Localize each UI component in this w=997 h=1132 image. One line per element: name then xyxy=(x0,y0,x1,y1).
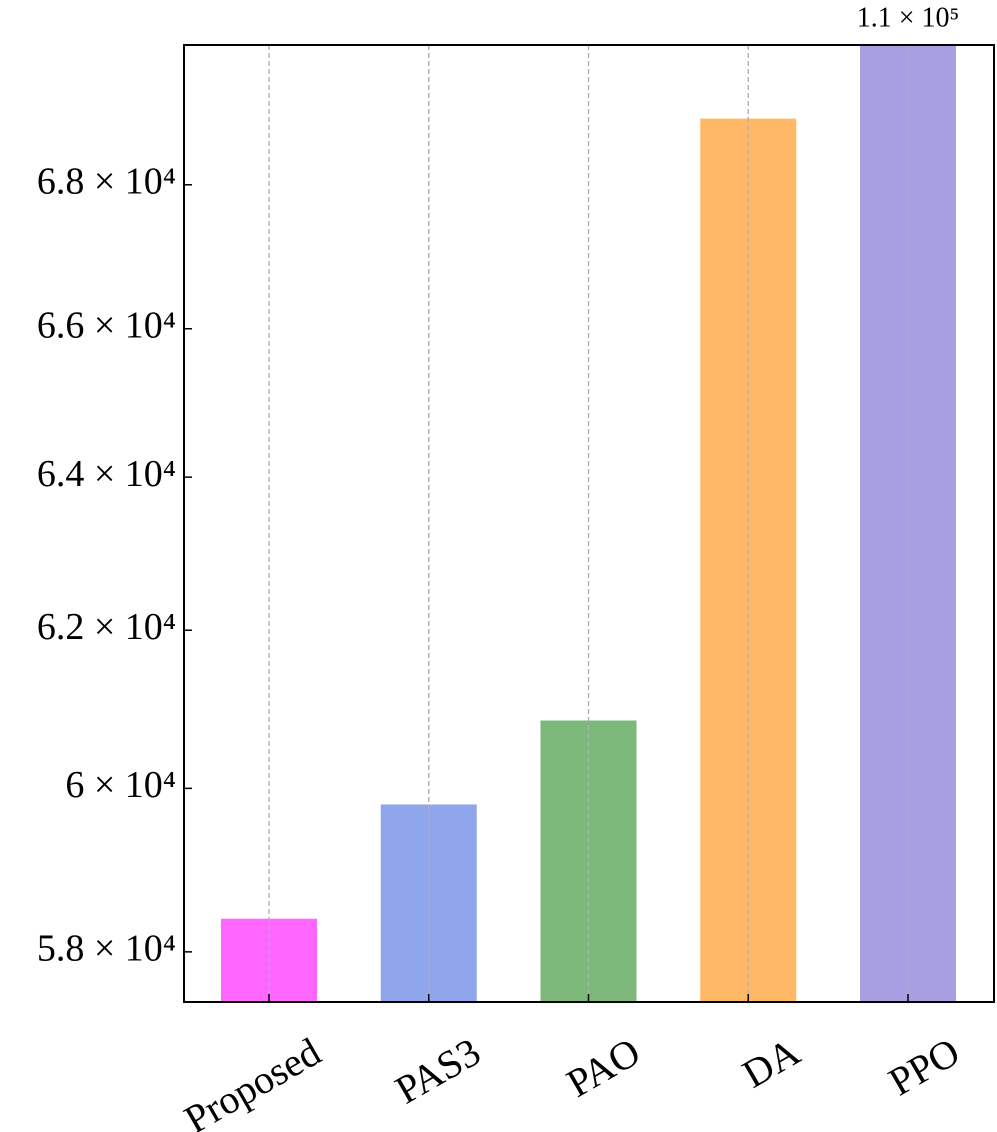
plot-area xyxy=(221,45,956,1002)
x-tick-label: Proposed xyxy=(177,1029,328,1132)
y-tick-label: 6 × 10⁴ xyxy=(65,764,176,806)
x-tick-label: PAO xyxy=(559,1029,648,1106)
y-tick-label: 6.6 × 10⁴ xyxy=(37,304,176,346)
y-tick-label: 6.2 × 10⁴ xyxy=(37,606,176,648)
y-tick-label: 6.8 × 10⁴ xyxy=(37,161,176,203)
y-tick-label: 6.4 × 10⁴ xyxy=(37,453,176,495)
x-tick-label: DA xyxy=(735,1029,808,1097)
y-tick-label: 5.8 × 10⁴ xyxy=(37,928,176,970)
x-tick-label: PPO xyxy=(881,1029,967,1105)
x-tick-label: PAS3 xyxy=(388,1029,488,1113)
bar xyxy=(860,45,956,1002)
value-label: 1.1 × 10⁵ xyxy=(857,2,960,33)
